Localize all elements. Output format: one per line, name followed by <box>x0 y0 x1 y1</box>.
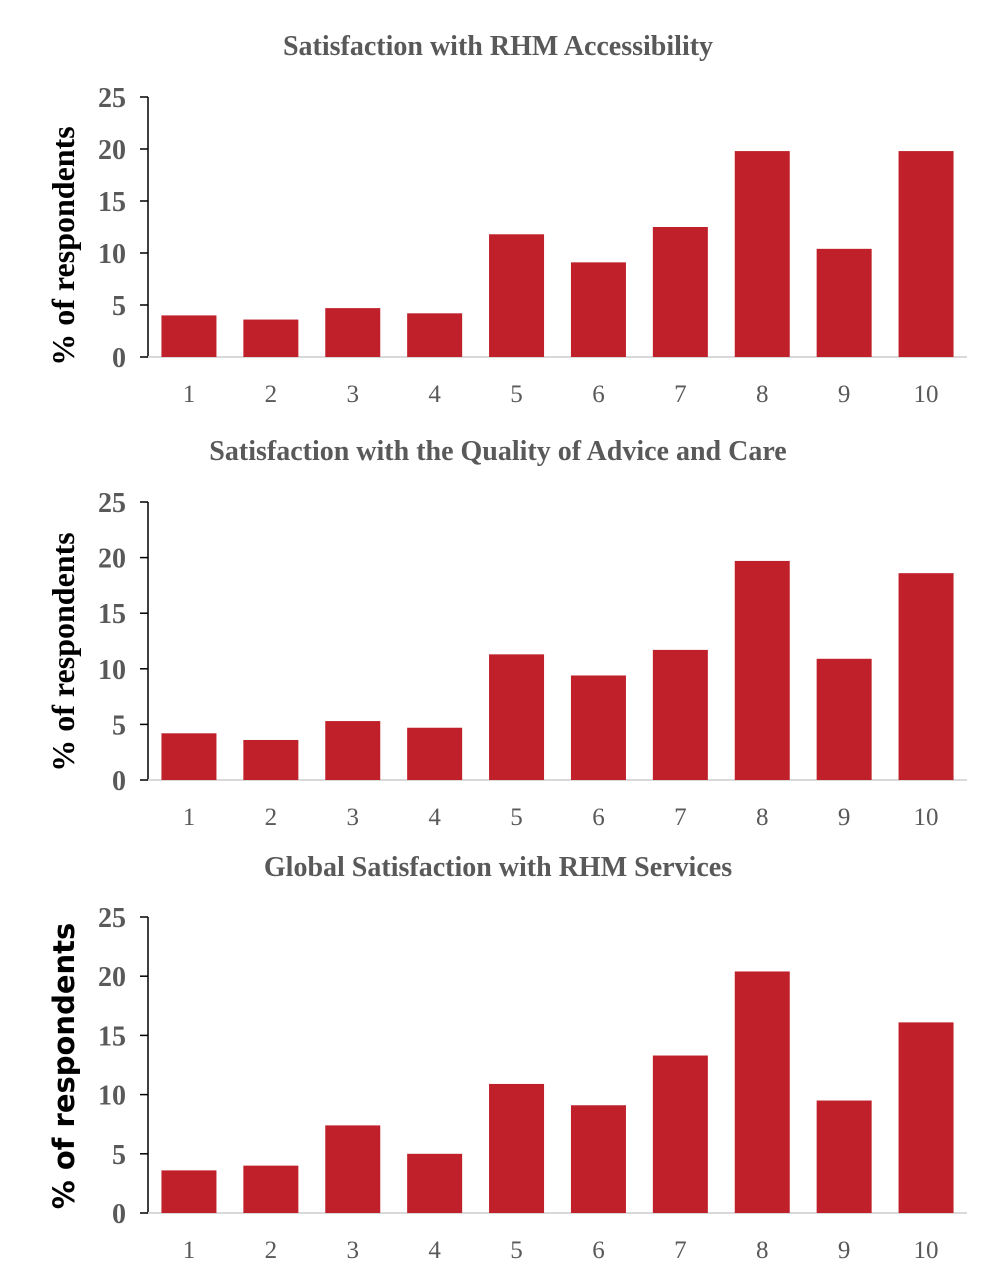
bar <box>652 227 708 357</box>
bar <box>161 1170 217 1213</box>
plot-area: 0 5 10 15 20 25 1 2 3 4 5 6 7 8 9 10 <box>98 488 954 831</box>
x-tick-label: 4 <box>428 381 441 408</box>
bar <box>816 248 872 357</box>
x-tick-label: 8 <box>756 1237 769 1264</box>
bar <box>325 1125 381 1213</box>
bar <box>570 675 626 780</box>
x-tick-label: 3 <box>347 804 360 831</box>
bar <box>161 315 217 357</box>
bar <box>161 733 217 780</box>
x-tick-label: 10 <box>914 1237 939 1264</box>
bar <box>734 560 790 780</box>
x-tick-label: 1 <box>183 1237 196 1264</box>
x-tick-label: 5 <box>510 1237 523 1264</box>
bar <box>734 971 790 1213</box>
x-tick-label: 6 <box>592 804 605 831</box>
y-tick-label: 25 <box>98 903 126 934</box>
x-tick-label: 2 <box>265 381 278 408</box>
bar <box>570 262 626 357</box>
bar <box>243 319 299 357</box>
y-tick-label: 10 <box>98 239 126 270</box>
chart-panel-accessibility: Satisfaction with RHM Accessibility % of… <box>45 31 967 408</box>
bar <box>652 649 708 780</box>
y-tick-label: 5 <box>112 1140 126 1171</box>
bar <box>898 1022 954 1213</box>
plot-area: 0 5 10 15 20 25 1 2 3 4 5 6 7 8 9 10 <box>98 83 954 408</box>
bar <box>243 1165 299 1213</box>
x-tick-label: 10 <box>914 804 939 831</box>
x-tick-label: 4 <box>428 804 441 831</box>
x-tick-label: 1 <box>183 381 196 408</box>
y-tick-label: 20 <box>98 544 126 575</box>
x-tick-label: 6 <box>592 381 605 408</box>
x-tick-label: 7 <box>674 1237 687 1264</box>
x-tick-label: 9 <box>838 804 851 831</box>
x-tick-label: 7 <box>674 804 687 831</box>
bar <box>407 1153 463 1213</box>
y-tick-label: 20 <box>98 962 126 993</box>
x-tick-label: 4 <box>428 1237 441 1264</box>
y-tick-label: 0 <box>112 343 126 374</box>
bar <box>407 727 463 780</box>
x-tick-label: 2 <box>265 1237 278 1264</box>
chart-panel-global-satisfaction: Global Satisfaction with RHM Services % … <box>47 852 967 1264</box>
x-tick-label: 2 <box>265 804 278 831</box>
bar <box>816 1100 872 1213</box>
x-tick-label: 3 <box>347 1237 360 1264</box>
bar <box>652 1055 708 1213</box>
x-tick-label: 8 <box>756 381 769 408</box>
bar <box>570 1105 626 1213</box>
bar <box>898 573 954 780</box>
x-tick-label: 9 <box>838 381 851 408</box>
y-tick-label: 5 <box>112 710 126 741</box>
bar <box>325 721 381 780</box>
bar <box>734 151 790 357</box>
bar <box>489 1083 545 1213</box>
bar <box>243 739 299 780</box>
x-tick-label: 9 <box>838 1237 851 1264</box>
y-axis-label: % of respondents <box>47 923 81 1210</box>
chart-title: Global Satisfaction with RHM Services <box>264 852 732 883</box>
x-tick-label: 7 <box>674 381 687 408</box>
x-tick-label: 5 <box>510 804 523 831</box>
y-tick-label: 15 <box>98 1021 126 1052</box>
x-tick-label: 10 <box>914 381 939 408</box>
bar <box>898 151 954 357</box>
y-tick-label: 15 <box>98 187 126 218</box>
plot-area: 0 5 10 15 20 25 1 2 3 4 5 6 7 8 9 10 <box>98 903 954 1264</box>
y-tick-label: 10 <box>98 655 126 686</box>
x-tick-label: 5 <box>510 381 523 408</box>
chart-panel-quality-of-advice: Satisfaction with the Quality of Advice … <box>45 436 967 831</box>
chart-title: Satisfaction with RHM Accessibility <box>283 31 713 62</box>
y-tick-label: 25 <box>98 488 126 519</box>
bar <box>489 654 545 780</box>
bar <box>407 313 463 357</box>
x-tick-label: 8 <box>756 804 769 831</box>
y-tick-label: 10 <box>98 1081 126 1112</box>
y-tick-label: 5 <box>112 291 126 322</box>
chart-title: Satisfaction with the Quality of Advice … <box>209 436 786 467</box>
y-tick-label: 20 <box>98 135 126 166</box>
y-axis-label: % of respondents <box>45 532 81 771</box>
y-tick-label: 0 <box>112 766 126 797</box>
x-tick-label: 3 <box>347 381 360 408</box>
bar <box>325 308 381 357</box>
x-tick-label: 1 <box>183 804 196 831</box>
bar <box>816 658 872 780</box>
y-axis-label: % of respondents <box>45 126 81 365</box>
y-tick-label: 0 <box>112 1199 126 1230</box>
x-tick-label: 6 <box>592 1237 605 1264</box>
y-tick-label: 15 <box>98 599 126 630</box>
y-tick-label: 25 <box>98 83 126 114</box>
bar <box>489 234 545 357</box>
